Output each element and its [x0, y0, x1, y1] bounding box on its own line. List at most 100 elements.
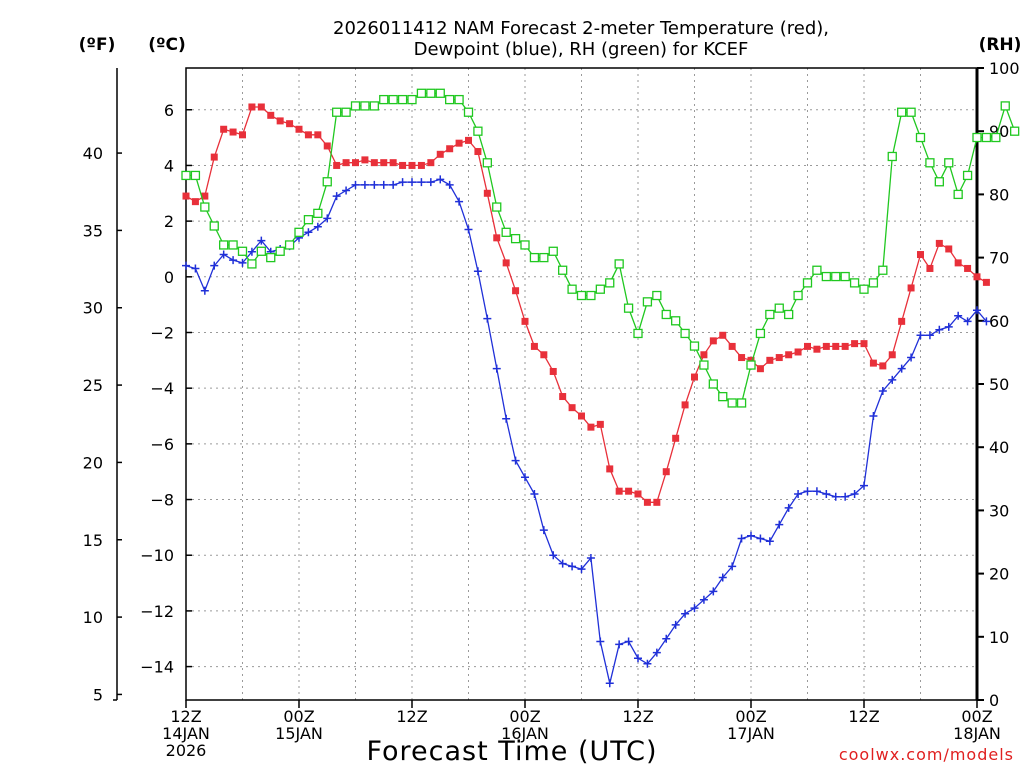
- rh-point: [558, 265, 568, 275]
- fahrenheit-tick-label: 15: [83, 531, 103, 550]
- dewpoint-point: [681, 609, 690, 618]
- temperature-point: [954, 259, 962, 267]
- rh-point: [397, 94, 408, 105]
- rh-point: [934, 177, 944, 187]
- dewpoint-point: [652, 648, 661, 657]
- rh-point: [671, 316, 681, 326]
- temperature-point: [841, 342, 849, 350]
- rh-point: [228, 240, 238, 250]
- dewpoint-point: [229, 256, 238, 265]
- rh-tick-label: 80: [989, 185, 1009, 204]
- celsius-tick-label: −8: [150, 491, 174, 510]
- temperature-point: [446, 145, 454, 153]
- dewpoint-point: [389, 180, 398, 189]
- rh-tick-label: 30: [989, 501, 1009, 520]
- dewpoint-point: [539, 526, 548, 535]
- temperature-point: [248, 103, 256, 111]
- rh-tick-label: 10: [989, 628, 1009, 647]
- rh-point: [284, 240, 295, 250]
- dewpoint-point: [219, 250, 228, 259]
- dewpoint-point: [973, 306, 981, 315]
- temperature-point: [926, 264, 934, 272]
- rh-point: [1010, 126, 1020, 136]
- rh-point: [859, 284, 869, 294]
- rh-point: [548, 246, 558, 256]
- rh-point: [595, 284, 605, 294]
- rh-point: [303, 215, 314, 225]
- dewpoint-point: [888, 375, 897, 384]
- dewpoint-point: [897, 364, 906, 373]
- celsius-tick-label: −14: [140, 658, 174, 677]
- temperature-point: [747, 356, 755, 364]
- temperature-point: [540, 351, 548, 359]
- temperature-point: [982, 278, 990, 286]
- celsius-tick-label: 0: [164, 268, 174, 287]
- temperature-point: [474, 148, 482, 156]
- temperature-point: [380, 159, 388, 167]
- dewpoint-point: [483, 314, 492, 323]
- dewpoint-point: [238, 258, 247, 267]
- dewpoint-point: [257, 236, 266, 245]
- dewpoint-point: [756, 534, 765, 543]
- dewpoint-point: [747, 531, 755, 540]
- dewpoint-point: [313, 222, 322, 231]
- rh-point: [774, 303, 784, 313]
- x-tick-label: 17JAN: [727, 724, 775, 743]
- temperature-point: [822, 342, 830, 350]
- x-tick-label: 16JAN: [501, 724, 549, 743]
- dewpoint-point: [530, 489, 539, 498]
- dewpoint-point: [775, 520, 784, 529]
- dewpoint-point: [916, 331, 925, 340]
- dewpoint-point: [379, 180, 388, 189]
- temperature-point: [785, 351, 793, 359]
- rh-tick-label: 60: [989, 312, 1009, 331]
- temperature-point: [917, 251, 924, 259]
- rh-point: [802, 278, 813, 288]
- temperature-point: [370, 159, 378, 167]
- dewpoint-point: [765, 537, 774, 546]
- rh-tick-label: 100: [989, 59, 1020, 78]
- dewpoint-point: [502, 414, 511, 423]
- rh-point: [332, 107, 342, 117]
- rh-point: [539, 252, 549, 263]
- temperature-point: [455, 139, 463, 147]
- series-dewpoint: [182, 175, 991, 688]
- dewpoint-point: [408, 178, 416, 187]
- rh-point: [388, 94, 398, 105]
- temperature-point: [559, 393, 567, 401]
- dewpoint-point: [492, 364, 501, 373]
- celsius-tick-label: −6: [150, 435, 174, 454]
- dewpoint-point: [907, 353, 916, 362]
- rh-point: [605, 278, 615, 288]
- dewpoint-point: [445, 180, 454, 189]
- rh-point: [379, 94, 389, 105]
- dewpoint-point: [718, 573, 727, 582]
- temperature-point: [352, 159, 359, 167]
- temperature-point: [587, 423, 595, 431]
- dewpoint-point: [982, 317, 991, 326]
- dewpoint-point: [878, 386, 887, 395]
- dewpoint-point: [784, 503, 793, 512]
- x-tick-label: 12Z: [622, 707, 653, 726]
- temperature-point: [521, 317, 529, 325]
- plot-frame: [185, 67, 978, 701]
- temperature-point: [615, 487, 623, 495]
- rh-point: [426, 88, 436, 98]
- chart-title-line-1: 2026011412 NAM Forecast 2-meter Temperat…: [333, 18, 829, 39]
- rh-point: [181, 170, 191, 181]
- temperature-point: [512, 287, 520, 295]
- rh-point: [445, 94, 455, 105]
- dewpoint-point: [436, 175, 445, 184]
- rh-point: [200, 202, 210, 212]
- dewpoint-point: [398, 178, 407, 187]
- dewpoint-point: [568, 562, 577, 571]
- rh-point: [266, 252, 276, 263]
- rh-unit-label: (RH): [979, 35, 1022, 55]
- temperature-point: [314, 131, 322, 139]
- temperature-point: [191, 198, 199, 206]
- fahrenheit-unit-label: (ºF): [79, 35, 116, 55]
- temperature-point: [643, 498, 651, 506]
- temperature-point: [869, 359, 877, 367]
- x-tick-label: 2026: [166, 741, 207, 760]
- dewpoint-point: [473, 267, 482, 276]
